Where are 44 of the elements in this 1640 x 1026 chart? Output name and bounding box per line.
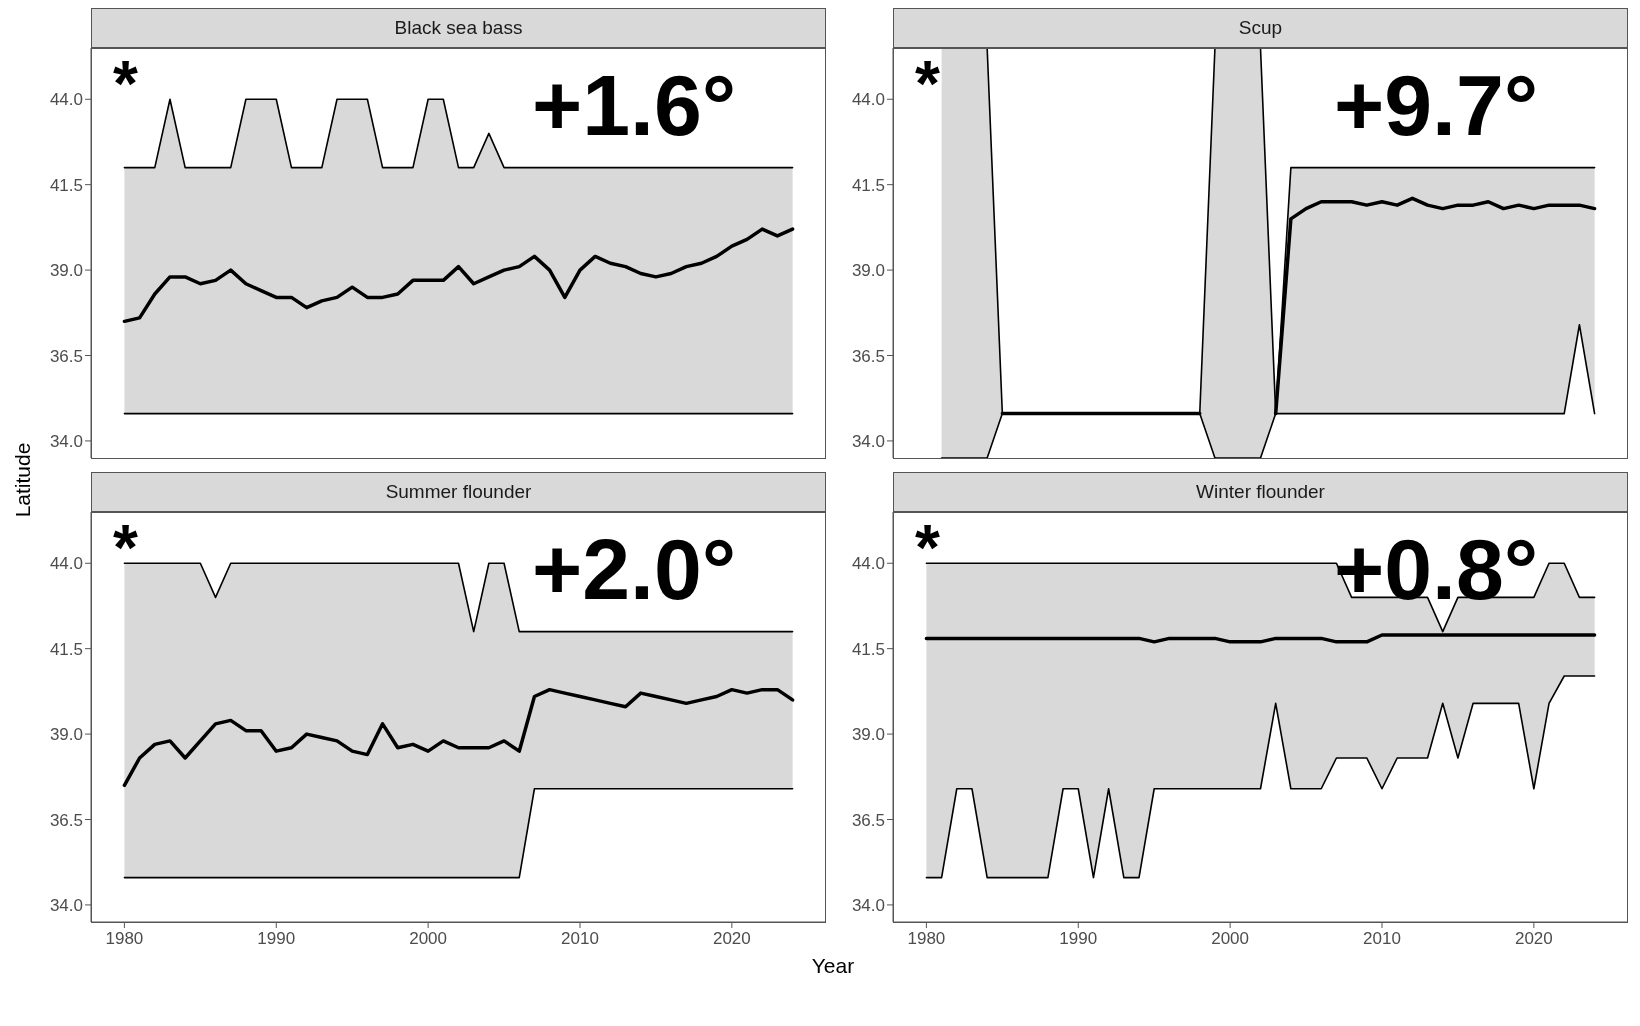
y-tick-label: 36.5 [49,810,83,830]
x-tick-label: 2010 [561,929,599,949]
y-tick-label: 39.0 [49,261,83,281]
annotation: +1.6° [532,57,737,153]
y-tick-label: 41.5 [851,639,885,659]
annotation: +0.8° [1334,521,1539,617]
y-tick-label: 39.0 [851,725,885,745]
chart-title: Summer flounder [91,472,826,512]
y-tick-label: 39.0 [851,261,885,281]
annotation: +9.7° [1334,57,1539,153]
x-tick-label: 1980 [105,929,144,949]
y-tick-label: 36.5 [851,346,885,366]
x-tick-label: 2010 [1363,929,1401,949]
x-tick-label: 1990 [1059,929,1098,949]
y-tick-label: 44.0 [49,90,83,110]
x-tick-label: 2020 [712,929,751,949]
y-tick-label: 34.0 [851,431,885,451]
annotation: * [915,512,940,584]
y-axis-title: Latitude [11,442,35,518]
y-tick-label: 41.5 [49,639,83,659]
chart-title: Winter flounder [893,472,1628,512]
y-tick-label: 34.0 [851,895,885,915]
y-tick-label: 34.0 [49,895,83,915]
x-tick-label: 2000 [1211,929,1250,949]
y-tick-label: 34.0 [49,431,83,451]
annotation: * [113,48,138,120]
y-tick-label: 44.0 [851,90,885,110]
annotation: * [113,512,138,584]
annotation: * [915,48,940,120]
y-tick-label: 41.5 [851,175,885,195]
x-axis-title: Year [810,954,856,978]
chart-title: Black sea bass [91,8,826,48]
x-tick-label: 1980 [907,929,946,949]
x-tick-label: 2020 [1514,929,1553,949]
x-tick-label: 1990 [257,929,296,949]
y-tick-label: 44.0 [851,554,885,574]
y-tick-label: 39.0 [49,725,83,745]
y-tick-label: 41.5 [49,175,83,195]
y-tick-label: 44.0 [49,554,83,574]
chart-title: Scup [893,8,1628,48]
annotation: +2.0° [532,521,737,617]
x-tick-label: 2000 [409,929,448,949]
y-tick-label: 36.5 [49,346,83,366]
y-tick-label: 36.5 [851,810,885,830]
